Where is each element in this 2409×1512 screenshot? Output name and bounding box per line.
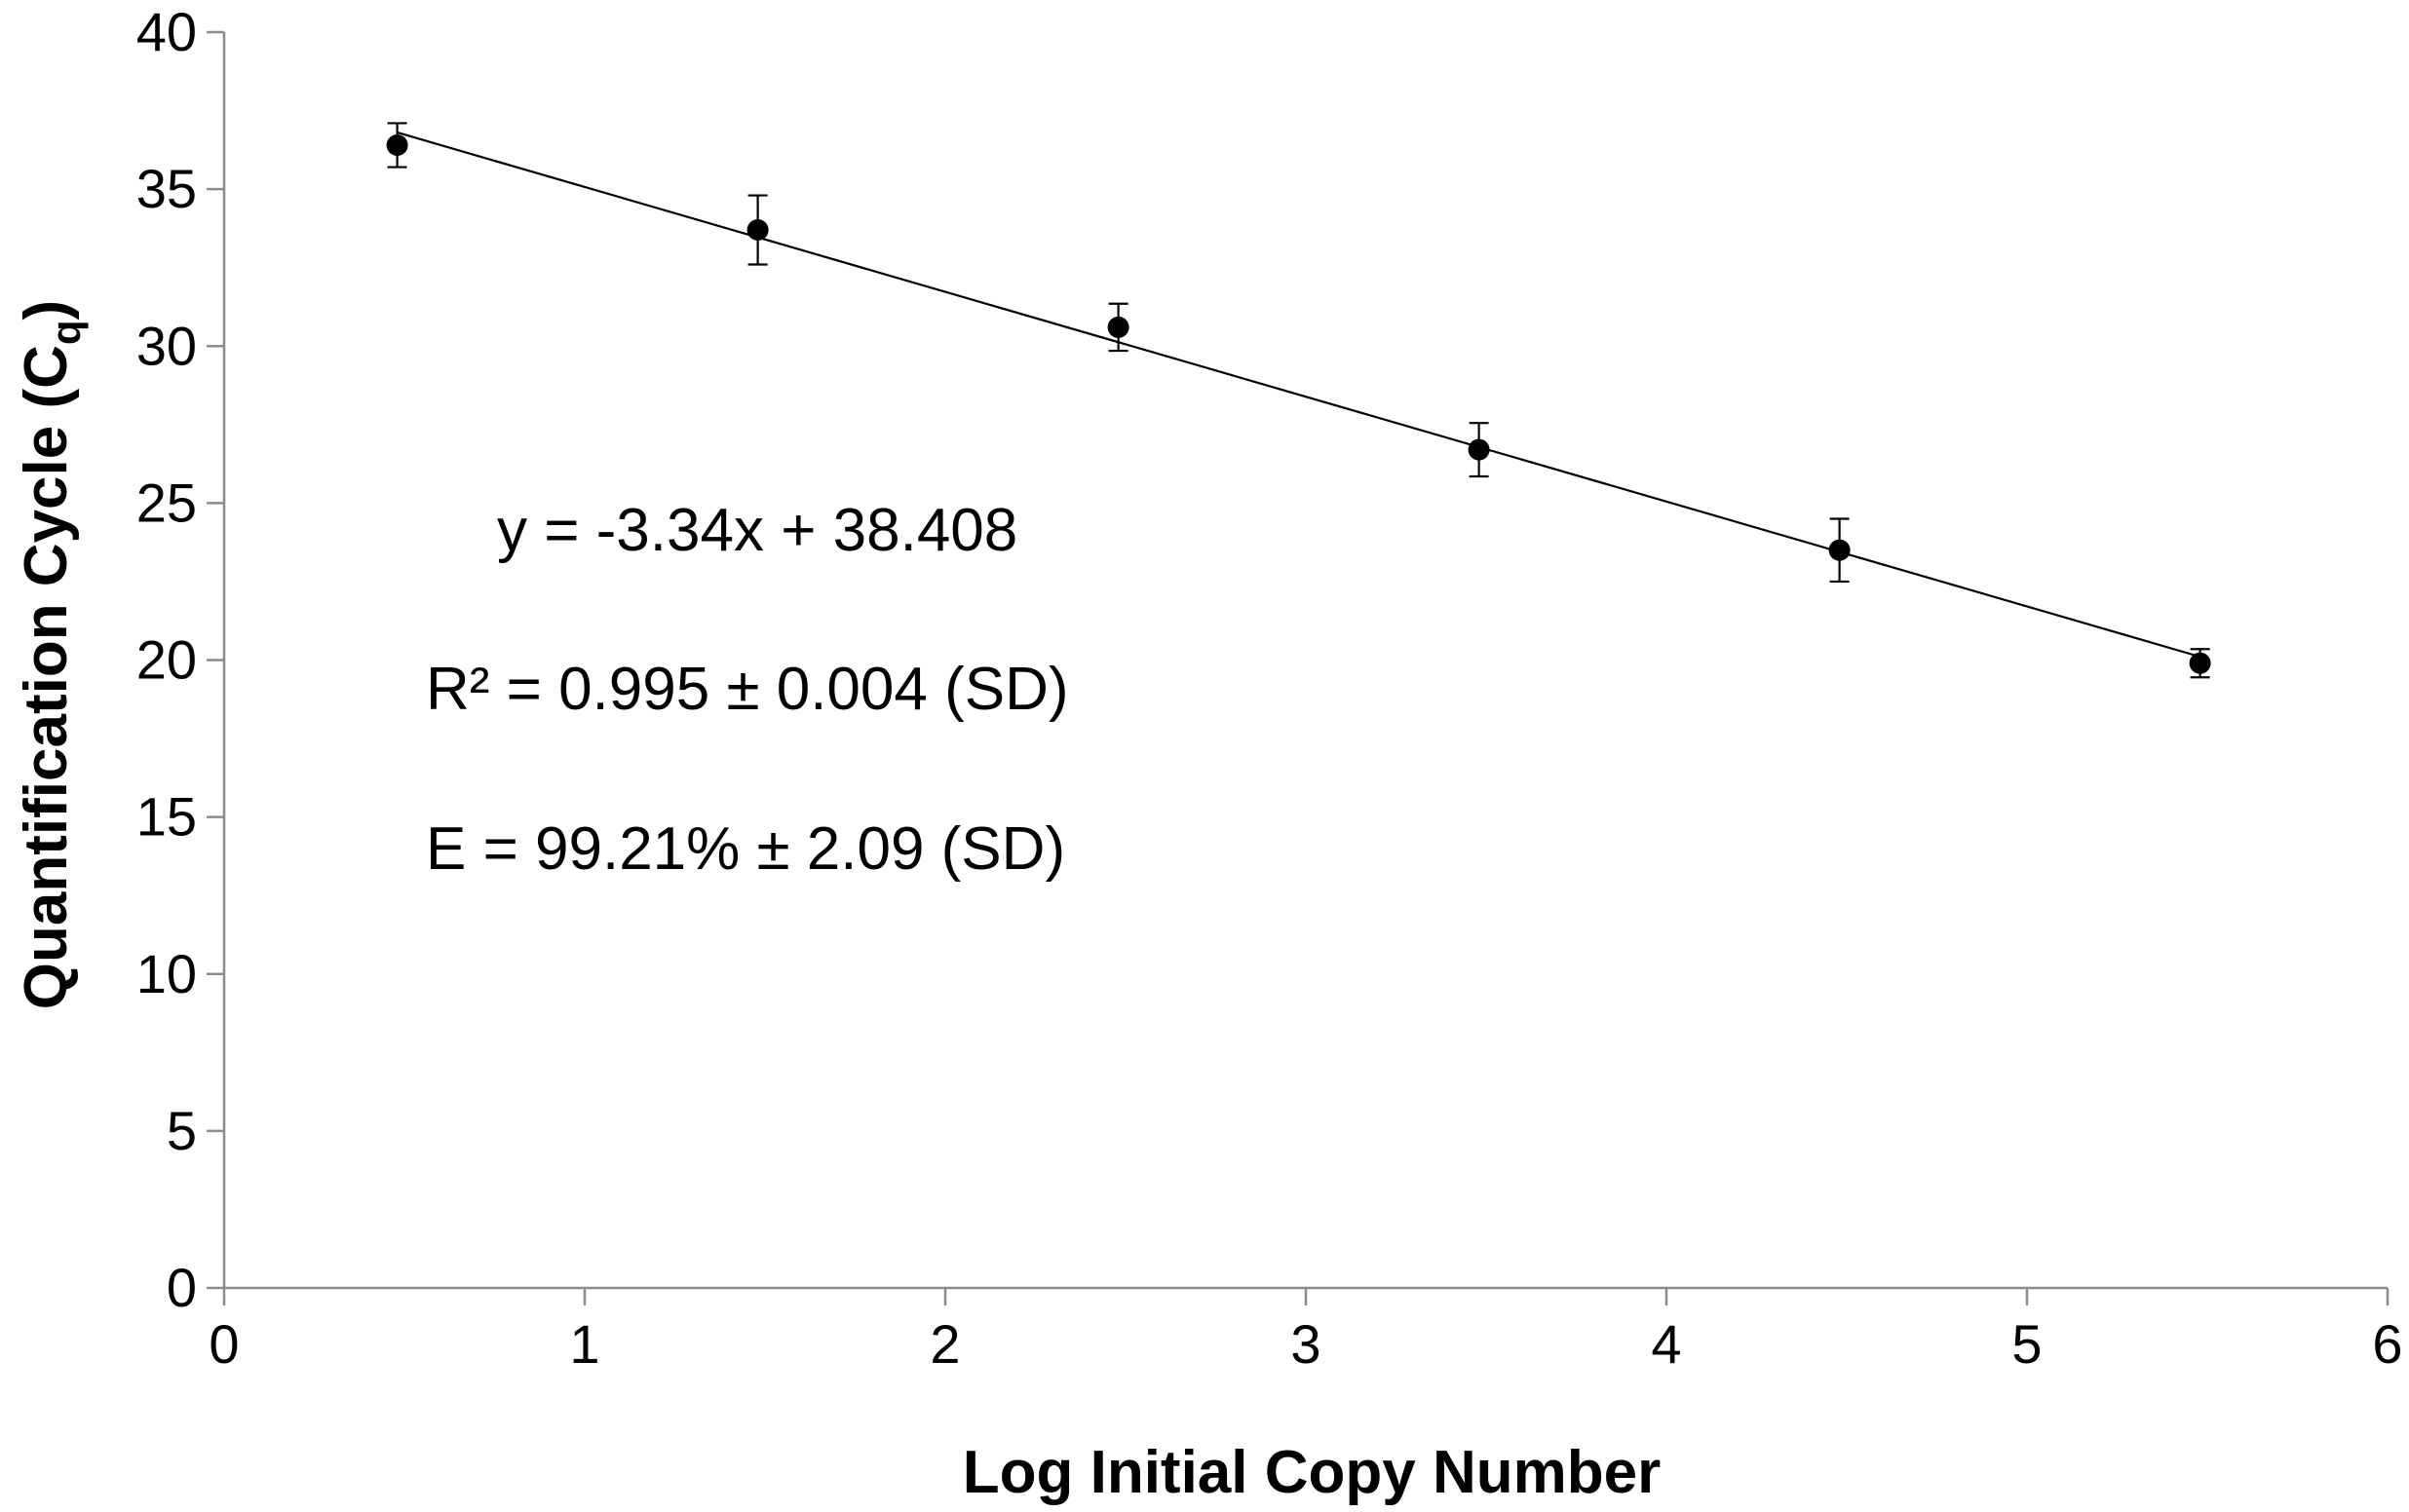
data-point: [1468, 438, 1490, 461]
x-axis-ticks: 0 1 2 3 4 5 6: [209, 1288, 2403, 1375]
x-tick-label: 4: [1651, 1313, 1681, 1375]
data-point: [1107, 316, 1129, 338]
x-tick-label: 1: [569, 1313, 599, 1375]
y-axis-ticks: 0 5 10 15 20 25 30 35 40: [136, 1, 224, 1318]
error-bars: [387, 122, 2210, 679]
efficiency-annotation: E = 99.21% ± 2.09 (SD): [426, 815, 1065, 883]
r-squared-annotation: R² = 0.995 ± 0.004 (SD): [426, 656, 1069, 723]
data-point: [746, 219, 769, 242]
data-point: [386, 134, 408, 157]
x-tick-label: 2: [930, 1313, 960, 1375]
y-tick-label: 30: [136, 315, 197, 376]
y-tick-label: 35: [136, 158, 197, 219]
y-tick-label: 0: [167, 1257, 197, 1318]
trendline-group: [397, 131, 2200, 659]
x-tick-label: 3: [1290, 1313, 1320, 1375]
equation-annotation: y = -3.34x + 38.408: [497, 497, 1017, 564]
y-tick-label: 25: [136, 472, 197, 533]
x-tick-label: 5: [2011, 1313, 2042, 1375]
y-tick-label: 5: [167, 1100, 197, 1161]
y-tick-label: 10: [136, 943, 197, 1004]
x-tick-label: 6: [2372, 1313, 2402, 1375]
y-axis-title: Quantification Cycle (Cq): [13, 300, 89, 1009]
data-point: [1828, 539, 1851, 561]
y-axis-title-close: ): [13, 300, 80, 321]
y-tick-label: 15: [136, 786, 197, 848]
y-axis-title-main: Quantification Cycle (C: [13, 345, 80, 1009]
x-tick-label: 0: [209, 1313, 239, 1375]
y-axis-title-subscript: q: [43, 320, 89, 345]
data-point: [2189, 652, 2211, 674]
data-points: [386, 134, 2211, 674]
y-tick-label: 40: [136, 1, 197, 62]
x-axis-title: Log Initial Copy Number: [963, 1439, 1661, 1506]
y-tick-label: 20: [136, 629, 197, 691]
trendline: [397, 131, 2200, 659]
